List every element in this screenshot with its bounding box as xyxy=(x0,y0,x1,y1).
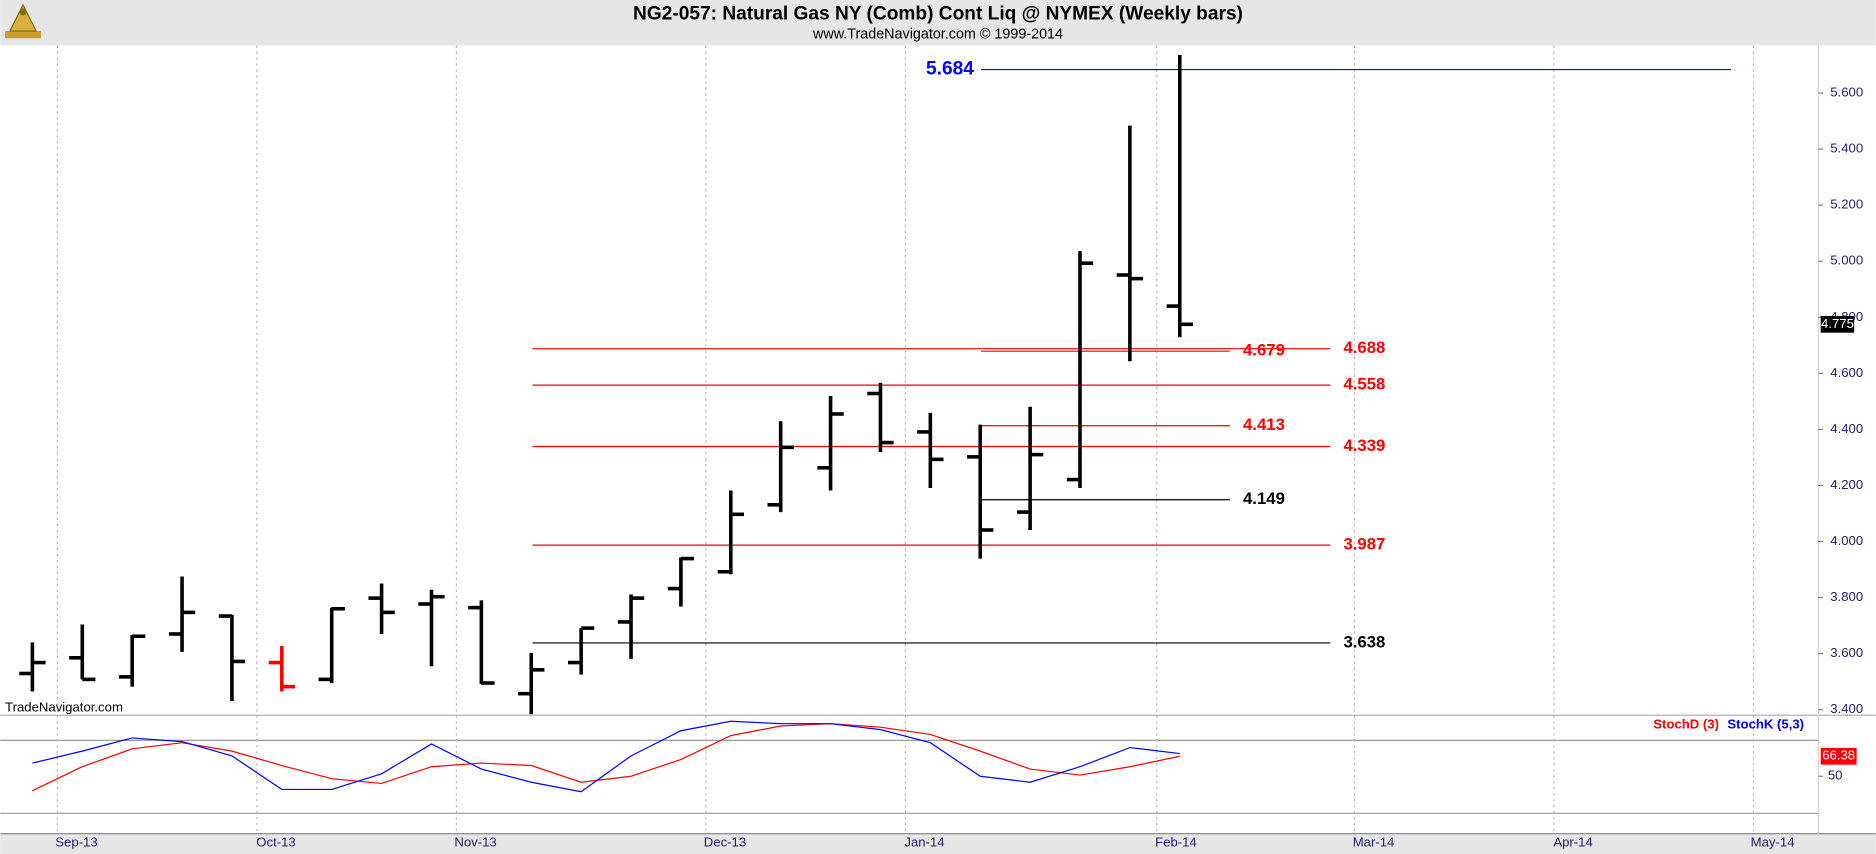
y-tick-label: 5.200 xyxy=(1830,197,1863,212)
y-tick-label: 5.000 xyxy=(1830,253,1863,268)
x-tick-label: Sep-13 xyxy=(55,835,97,850)
ohlc-bar xyxy=(119,634,146,687)
ohlc-bar xyxy=(1066,251,1094,488)
ohlc-bar xyxy=(168,576,196,652)
chart-title: NG2-057: Natural Gas NY (Comb) Cont Liq … xyxy=(633,3,1243,24)
last-price-label: 4.775 xyxy=(1821,316,1854,331)
x-tick-label: Apr-14 xyxy=(1553,835,1592,850)
watermark: TradeNavigator.com xyxy=(5,700,123,715)
y-tick-label: 3.600 xyxy=(1830,645,1863,660)
ohlc-bar xyxy=(667,556,695,607)
ohlc-bar xyxy=(518,653,545,715)
x-tick-label: Mar-14 xyxy=(1353,835,1395,850)
level-label: 4.679 xyxy=(1243,341,1285,360)
level-label: 5.684 xyxy=(926,59,974,80)
x-tick-label: May-14 xyxy=(1751,835,1795,850)
ohlc-bar xyxy=(1016,406,1044,531)
legend-entry: StochD (3) xyxy=(1653,716,1719,731)
y-tick-label: 3.400 xyxy=(1830,701,1863,716)
x-tick-label: Oct-13 xyxy=(256,835,295,850)
ohlc-bar xyxy=(268,646,295,692)
ohlc-bar xyxy=(418,589,445,667)
header-bg xyxy=(0,0,1876,46)
ohlc-bar xyxy=(19,642,46,692)
ohlc-bar xyxy=(69,624,96,682)
legend-entry: StochK (5,3) xyxy=(1727,716,1804,731)
level-label: 3.987 xyxy=(1343,535,1385,554)
y-tick-label: 5.400 xyxy=(1830,141,1863,156)
logo xyxy=(5,3,41,39)
x-axis-bg xyxy=(0,833,1876,854)
ohlc-bar xyxy=(1166,54,1193,338)
chart-subtitle: www.TradeNavigator.com © 1999-2014 xyxy=(812,26,1063,42)
level-label: 4.339 xyxy=(1343,436,1385,455)
stoch-line xyxy=(32,723,1180,792)
y-tick-label: 4.200 xyxy=(1830,477,1863,492)
ohlc-bar xyxy=(567,626,595,675)
last-value-box xyxy=(1820,747,1857,765)
y-tick-label: 4.400 xyxy=(1830,421,1863,436)
level-label: 4.413 xyxy=(1243,415,1285,434)
ohlc-bar xyxy=(318,606,345,684)
y-tick-label: 4.600 xyxy=(1830,365,1863,380)
ohlc-bar xyxy=(617,594,645,659)
last-value-label: 66.38 xyxy=(1822,748,1855,763)
ohlc-bar xyxy=(767,421,794,513)
ohlc-bar xyxy=(967,424,994,559)
ohlc-bar xyxy=(468,600,495,685)
x-tick-label: Jan-14 xyxy=(904,835,944,850)
y-tick-label: 4.000 xyxy=(1830,533,1863,548)
ohlc-bar xyxy=(218,614,246,701)
ohlc-bar xyxy=(867,382,894,453)
level-label: 4.558 xyxy=(1343,375,1385,394)
y-tick-label: 3.800 xyxy=(1830,589,1863,604)
ohlc-bar xyxy=(717,490,744,575)
level-label: 4.149 xyxy=(1243,489,1285,508)
ohlc-bar xyxy=(917,412,944,488)
x-tick-label: Dec-13 xyxy=(704,835,746,850)
y-tick-label: 5.600 xyxy=(1830,85,1863,100)
x-tick-label: Nov-13 xyxy=(454,835,496,850)
ohlc-bar xyxy=(368,583,395,634)
y-tick-label: 50 xyxy=(1828,768,1843,783)
ohlc-bar xyxy=(817,396,844,491)
x-tick-label: Feb-14 xyxy=(1155,835,1197,850)
level-label: 3.638 xyxy=(1343,632,1385,651)
stoch-line xyxy=(32,720,1180,793)
last-price-box xyxy=(1820,315,1855,333)
level-label: 4.688 xyxy=(1343,338,1385,357)
ohlc-bar xyxy=(1116,125,1144,362)
